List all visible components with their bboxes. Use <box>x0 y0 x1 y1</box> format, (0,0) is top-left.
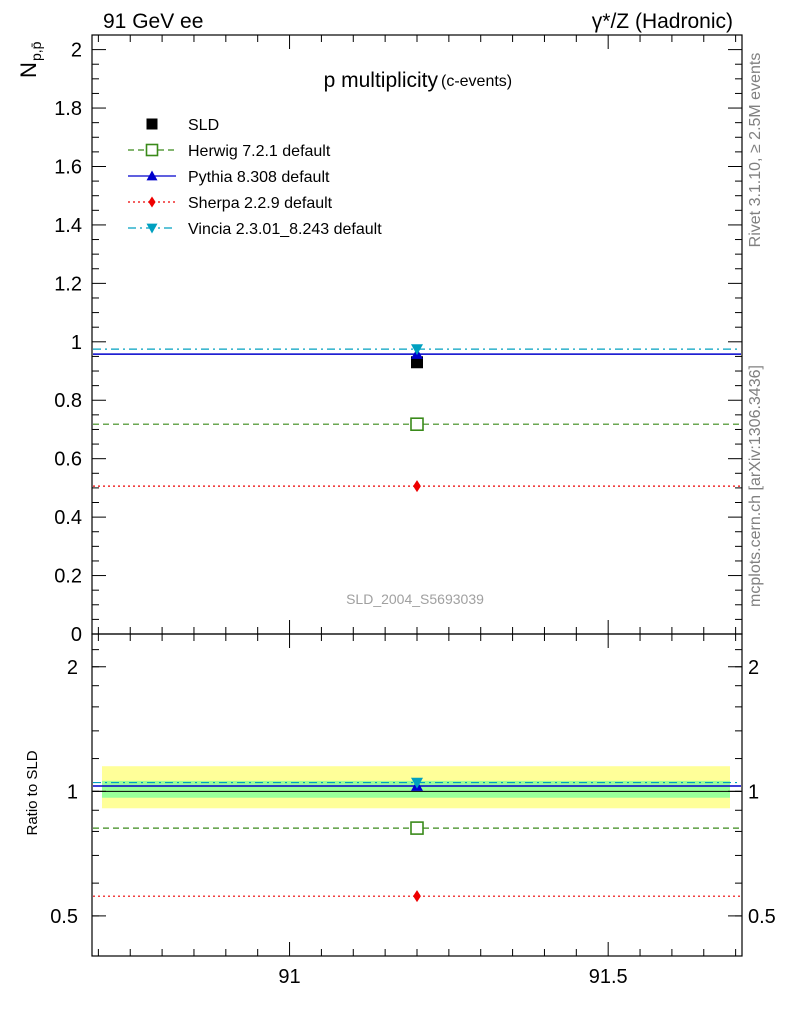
legend-label-sherpa-2-2-9-default: Sherpa 2.2.9 default <box>188 195 333 212</box>
main-ytick-label: 1.4 <box>54 215 82 237</box>
main-ylabel-symbol: N <box>16 62 41 78</box>
main-ytick-label: 2 <box>71 40 82 62</box>
legend-label-vincia-2-3-01-8-243-default: Vincia 2.3.01_8.243 default <box>188 221 382 238</box>
analysis-watermark: SLD_2004_S5693039 <box>346 591 484 607</box>
plot-title: p multiplicity <box>324 69 439 92</box>
ratio-xtick-label: 91 <box>278 966 300 988</box>
main-ytick-label: 0.6 <box>54 449 82 471</box>
legend-marker-vincia-2-3-01-8-243-default <box>146 223 158 234</box>
main-ytick-label: 1 <box>71 332 82 354</box>
header-right-label: γ*/Z (Hadronic) <box>592 10 733 33</box>
legend-marker-sld <box>146 118 158 130</box>
ratio-ytick-label-left: 2 <box>67 657 78 679</box>
main-point-vincia-2-3-01-8-243-default <box>411 344 423 356</box>
main-point-sherpa-2-2-9-default <box>413 480 421 493</box>
legend-label-herwig-7-2-1-default: Herwig 7.2.1 default <box>188 143 331 160</box>
main-ytick-label: 0.8 <box>54 390 82 412</box>
main-ytick-label: 0.2 <box>54 566 82 588</box>
legend-label-pythia-8-308-default: Pythia 8.308 default <box>188 169 330 186</box>
ratio-xtick-label: 91.5 <box>589 966 628 988</box>
mcplots-label: mcplots.cern.ch [arXiv:1306.3436] <box>747 365 764 607</box>
main-plot-panel: 0 0.2 0.4 0.6 0.8 1 1.2 1.4 1.6 1.8 2 p multiplici… <box>16 34 743 646</box>
main-ylabel-subscript: p,p̄ <box>28 41 44 61</box>
main-point-herwig-7-2-1-default <box>410 417 424 432</box>
ratio-ytick-label-right: 0.5 <box>748 906 776 928</box>
main-ytick-label: 1.8 <box>54 98 82 120</box>
ratio-point-herwig-7-2-1-default <box>410 821 424 835</box>
ratio-ytick-label-left: 0.5 <box>50 906 78 928</box>
ratio-plot-frame <box>91 633 743 957</box>
legend: SLD Herwig 7.2.1 default Pythia 8.308 defa… <box>128 117 382 238</box>
legend-marker-sherpa-2-2-9-default <box>148 196 156 208</box>
header-left-label: 91 GeV ee <box>103 10 203 33</box>
ratio-ylabel: Ratio to SLD <box>24 750 41 835</box>
main-ytick-label: 0.4 <box>54 507 82 529</box>
main-point-sld <box>411 356 423 369</box>
ratio-ytick-label-left: 1 <box>67 781 78 803</box>
ratio-ytick-label-right: 1 <box>748 781 759 803</box>
main-ytick-label: 1.6 <box>54 156 82 178</box>
legend-marker-herwig-7-2-1-default <box>145 143 159 157</box>
legend-marker-pythia-8-308-default <box>146 170 158 181</box>
main-ylabel: N p,p̄ <box>16 41 44 78</box>
main-ytick-label: 1.2 <box>54 273 82 295</box>
ratio-point-vincia-2-3-01-8-243-default <box>411 777 423 789</box>
main-ytick-label: 0 <box>71 624 82 646</box>
ratio-plot-panel: 0.5 0.5 1 1 2 2 91 91.5 Ratio to SLD <box>24 633 776 988</box>
plot-title-note: (c-events) <box>441 73 512 90</box>
ratio-point-sherpa-2-2-9-default <box>413 890 421 903</box>
legend-label-sld: SLD <box>188 117 219 134</box>
rivet-version-label: Rivet 3.1.10, ≥ 2.5M events <box>747 53 764 248</box>
ratio-ytick-label-right: 2 <box>748 657 759 679</box>
